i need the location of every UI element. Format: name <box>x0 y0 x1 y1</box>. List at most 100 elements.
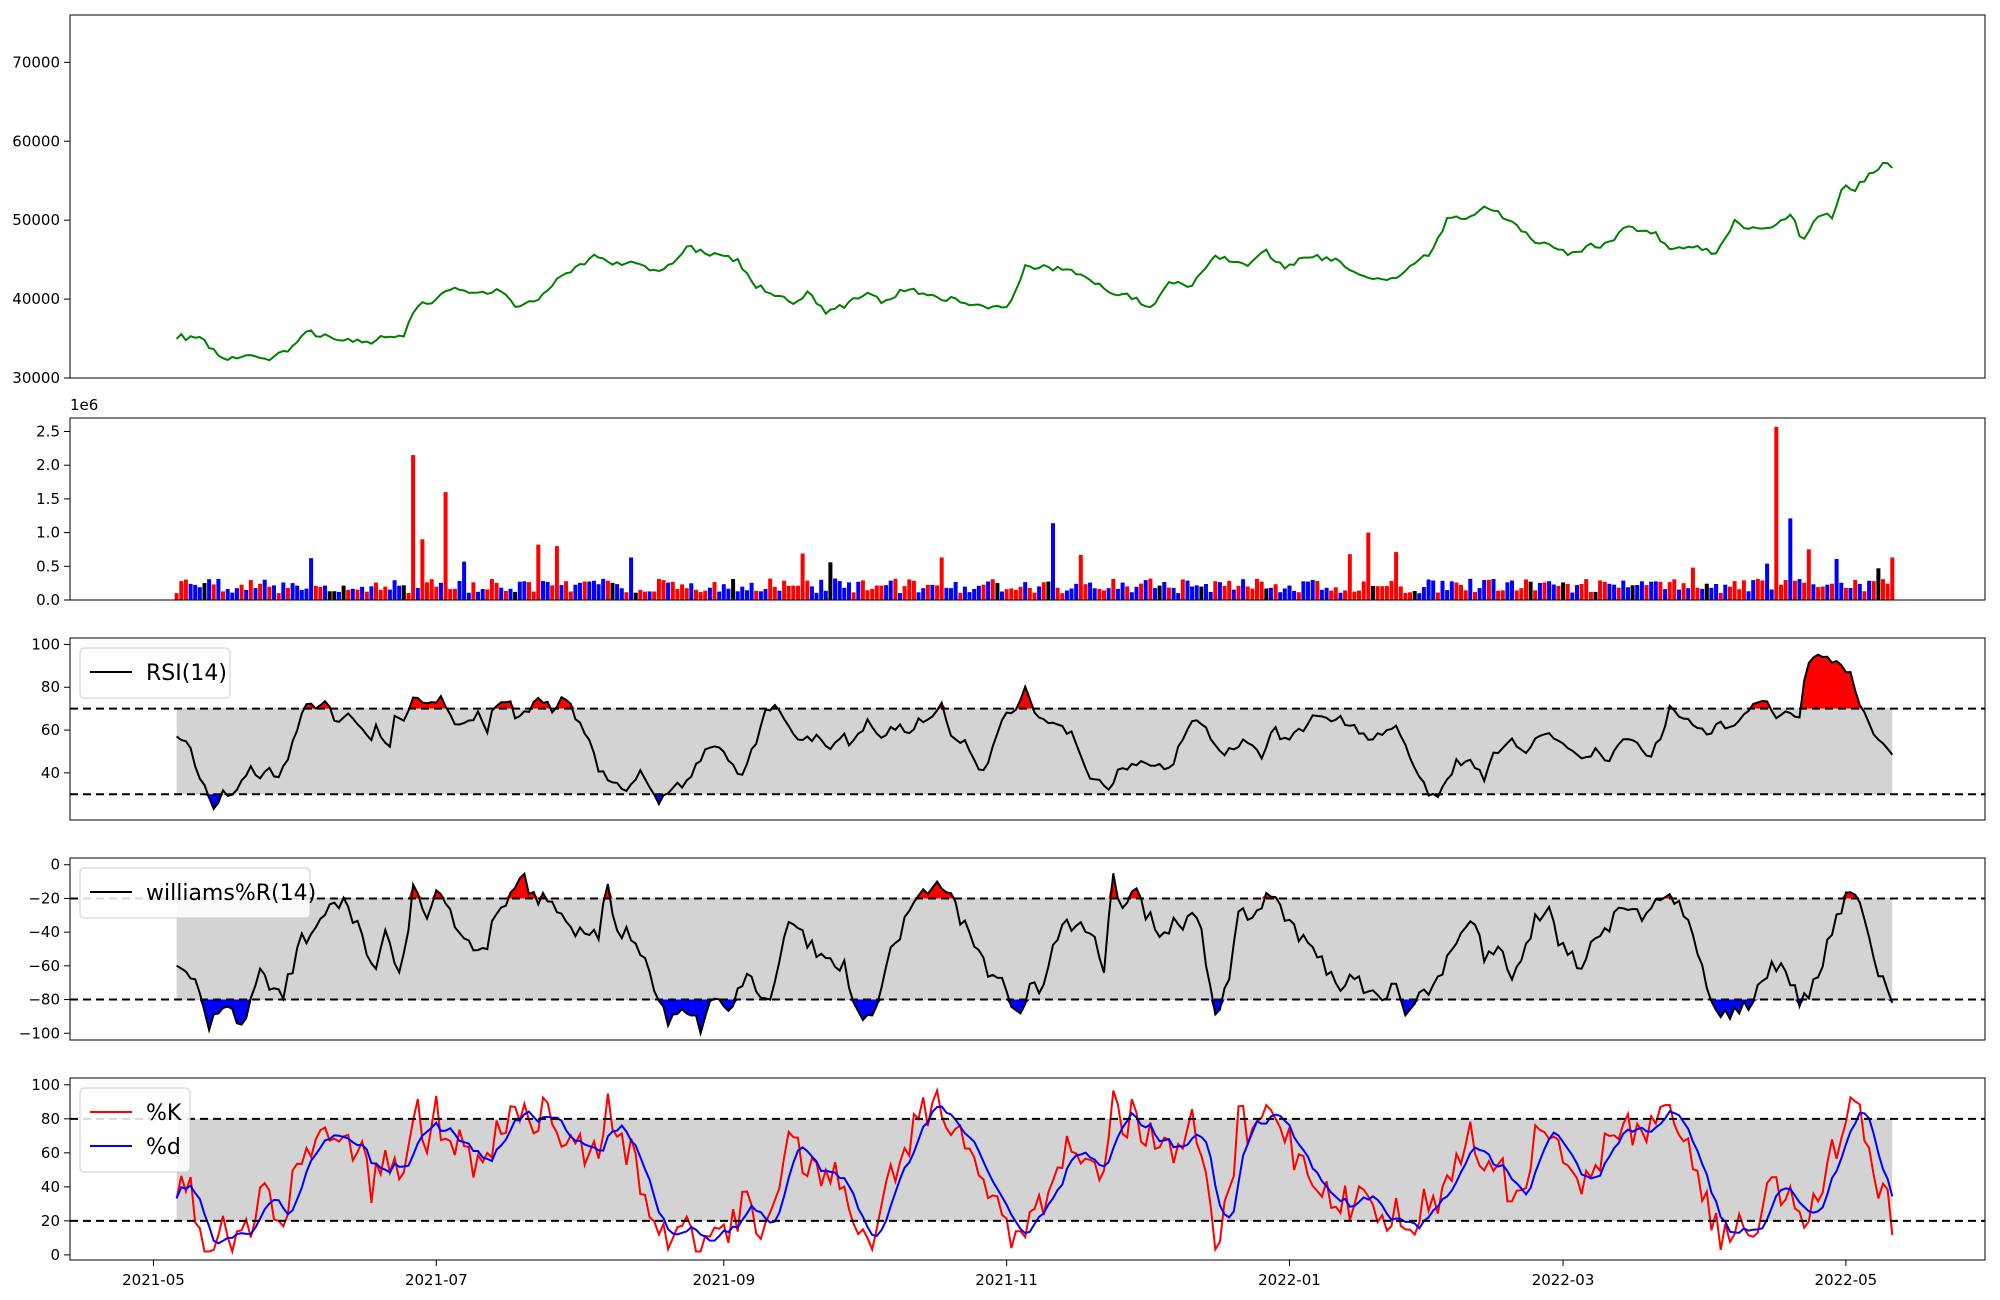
volume-bar <box>619 588 624 600</box>
volume-bar <box>448 589 453 600</box>
volume-bar <box>425 582 429 600</box>
x-tick-label: 2022-03 <box>1532 1271 1595 1289</box>
volume-bar <box>401 585 406 600</box>
volume-bar <box>313 585 318 600</box>
volume-bar <box>1760 580 1765 600</box>
volume-bar <box>1709 587 1714 600</box>
x-tick-label: 2021-05 <box>122 1271 185 1289</box>
volume-bar <box>1236 585 1241 600</box>
volume-bar <box>207 579 212 600</box>
volume-bar <box>1083 584 1088 600</box>
volume-bar <box>489 579 494 600</box>
volume-bar <box>1514 590 1519 600</box>
volume-bar <box>1287 585 1292 600</box>
volume-bar <box>1111 578 1116 600</box>
volume-bar <box>1575 585 1579 600</box>
volume-bar <box>1398 586 1403 600</box>
stochastic-ytick-label: 80 <box>41 1110 60 1128</box>
volume-bar <box>262 579 267 600</box>
volume-bar <box>1612 584 1617 600</box>
volume-bar <box>1027 588 1032 600</box>
volume-bar <box>916 592 921 600</box>
volume-bar <box>1431 580 1436 600</box>
volume-bar <box>953 582 958 600</box>
volume-bar <box>768 578 773 600</box>
volume-bar <box>248 580 253 600</box>
volume-bar <box>582 581 587 600</box>
volume-bar <box>1853 579 1858 600</box>
volume-bar <box>1241 579 1246 600</box>
price-ytick-label: 40000 <box>12 290 60 308</box>
volume-bar <box>740 586 745 600</box>
volume-bar <box>1626 587 1630 600</box>
stochastic-ytick-label: 60 <box>41 1144 60 1162</box>
volume-bar <box>652 591 657 600</box>
volume-bar <box>633 592 638 600</box>
volume-bar <box>1324 587 1329 600</box>
volume-bar <box>1741 580 1746 600</box>
volume-bar <box>1139 583 1144 600</box>
volume-bar <box>193 584 198 600</box>
volume-bar <box>221 591 225 600</box>
volume-bar <box>1783 580 1788 600</box>
volume-bar <box>596 584 601 600</box>
volume-bar <box>174 593 179 600</box>
volume-bar <box>814 592 819 600</box>
volume-bar <box>1500 590 1505 600</box>
stochastic-ytick-label: 40 <box>41 1178 60 1196</box>
volume-bar <box>921 588 926 600</box>
volume-bar <box>1106 588 1111 600</box>
volume-bar <box>624 592 629 600</box>
volume-bar <box>698 592 703 600</box>
volume-bar <box>1417 593 1422 600</box>
volume-bar <box>1041 582 1046 600</box>
volume-bar <box>828 562 833 600</box>
stochastic-legend <box>79 1087 191 1173</box>
volume-bar <box>605 580 610 600</box>
volume-bar <box>865 590 870 600</box>
volume-bar <box>253 588 258 600</box>
rsi-panel: 40 60 80 100 RSI(14) <box>31 635 1986 821</box>
volume-bar <box>1672 579 1677 600</box>
volume-bar <box>471 582 476 600</box>
volume-bar <box>754 590 759 600</box>
volume-bar <box>1282 588 1287 600</box>
volume-bar <box>1153 588 1157 600</box>
volume-bar <box>1663 589 1668 600</box>
volume-bar <box>587 581 592 600</box>
volume-bar <box>670 581 675 600</box>
volume-bar <box>211 584 216 600</box>
volume-bar <box>592 580 596 600</box>
volume-bar <box>1491 579 1496 600</box>
stochastic-frame <box>69 1077 1986 1261</box>
volume-bar <box>1579 584 1584 600</box>
volume-bar <box>1199 586 1204 600</box>
volume-bar <box>1473 591 1477 600</box>
rsi-legend-label: RSI(14) <box>146 661 227 686</box>
volume-bar <box>1064 590 1069 600</box>
volume-bar <box>1013 590 1018 600</box>
volume-bar <box>1681 583 1686 600</box>
volume-bar <box>1686 588 1691 600</box>
volume-bar <box>443 492 448 600</box>
volume-bar <box>763 589 768 600</box>
volume-bar <box>1867 580 1872 600</box>
price-ytick-label: 30000 <box>12 369 60 387</box>
volume-bar <box>1477 588 1482 600</box>
volume-bar <box>336 591 341 600</box>
volume-bar <box>392 580 397 600</box>
x-tick-label: 2021-07 <box>405 1271 468 1289</box>
stochastic-ytick-label: 100 <box>31 1076 60 1094</box>
volume-bar <box>1394 552 1399 600</box>
volume-bar <box>1338 592 1343 600</box>
volume-bar <box>1881 579 1885 600</box>
volume-bar <box>976 585 981 600</box>
stochastic-d-line <box>175 1105 1894 1245</box>
price-ytick-label: 60000 <box>12 132 60 150</box>
volume-bar <box>1259 581 1264 600</box>
volume-bar <box>1704 583 1709 600</box>
williams-ytick-label: −80 <box>28 991 60 1009</box>
volume-bar <box>1871 581 1876 600</box>
volume-bar <box>629 557 634 600</box>
volume-bar <box>884 585 889 600</box>
